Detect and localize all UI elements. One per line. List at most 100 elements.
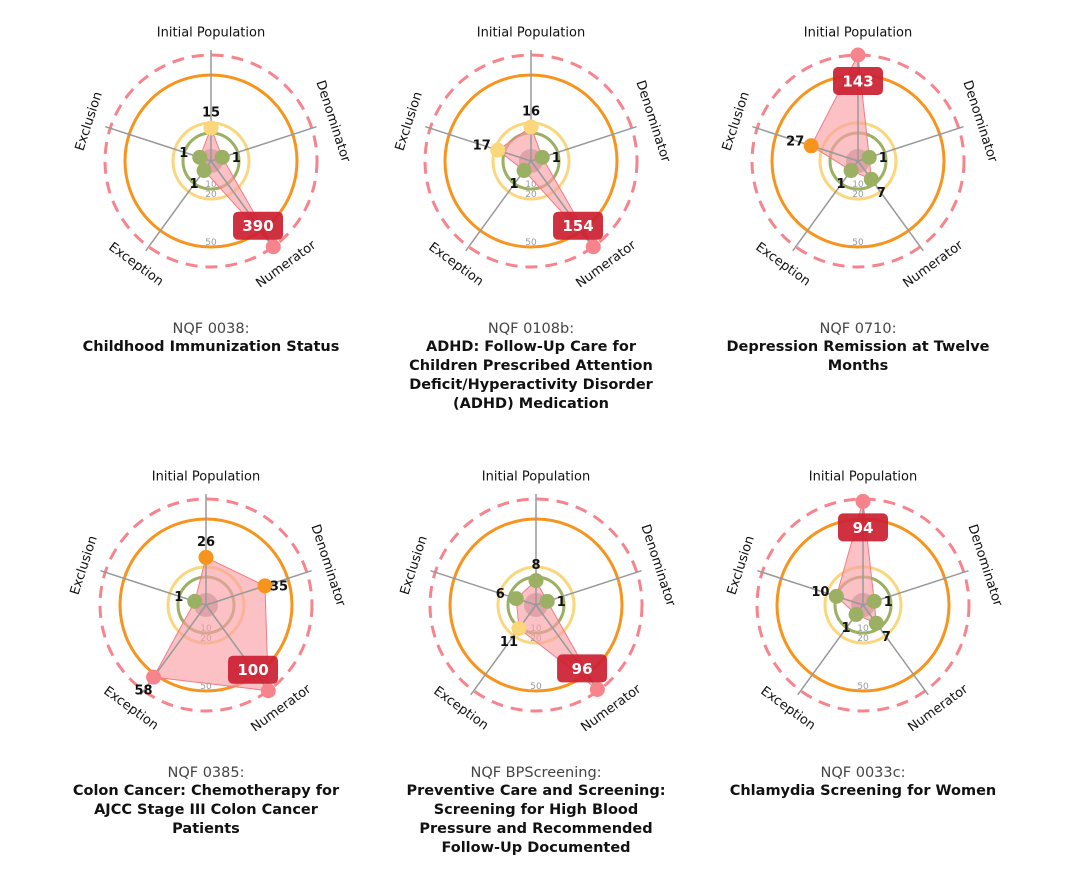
axis-line [425,125,532,162]
value-label: 8 [531,558,540,573]
value-label: 1 [879,151,888,166]
data-point[interactable] [260,683,276,699]
value-label: 1 [837,177,846,192]
axis-label: Initial Population [482,470,590,485]
ring-tick-label: 10 [852,180,864,190]
data-point[interactable] [863,171,879,187]
outer-dashed-ring [98,497,314,713]
data-point[interactable] [490,142,506,158]
measure-title: Colon Cancer: Chemotherapy for AJCC Stag… [72,783,340,837]
axis-label: Initial Population [152,470,260,485]
value-label: 27 [786,134,804,149]
ring-tick-label: 50 [205,238,217,248]
axis-label: Exclusion [720,90,753,153]
axis-label: Denominator [307,523,348,609]
data-point[interactable] [511,620,527,636]
axis-label: Exception [105,240,166,290]
measure-id: NQF BPScreening: [470,765,602,781]
value-label: 10 [811,585,829,600]
value-label: 7 [882,630,891,645]
data-point[interactable] [146,669,162,685]
data-point[interactable] [589,681,605,697]
value-label: 1 [510,177,519,192]
value-badge: 96 [557,654,608,683]
measure-id: NQF 0710: [819,321,897,337]
data-point[interactable] [528,573,544,589]
data-point[interactable] [534,149,550,165]
measure-id: NQF 0038: [172,321,250,337]
svg-text:154: 154 [562,217,593,235]
data-point[interactable] [516,163,532,179]
axis-label: Denominator [312,79,353,165]
data-point[interactable] [214,149,230,165]
measure-title: Chlamydia Screening for Women [729,783,997,799]
value-label: 11 [500,635,518,650]
data-point[interactable] [585,239,601,255]
value-label: 1 [552,151,561,166]
svg-text:143: 143 [842,73,873,91]
measure-title: Depression Remission at Twelve Months [726,339,990,374]
axis-label: Initial Population [809,470,917,485]
value-label: 1 [842,621,851,636]
data-point[interactable] [198,549,214,565]
data-point[interactable] [848,607,864,623]
ring-tick-label: 10 [205,180,217,190]
data-point[interactable] [196,163,212,179]
ring-tick-label: 20 [857,634,869,644]
data-point[interactable] [868,615,884,631]
value-label: 1 [232,151,241,166]
axis-label: Exclusion [73,90,106,153]
value-badge: 100 [228,655,279,684]
measure-id: NQF 0108b: [487,321,575,337]
outer-dashed-ring [428,497,644,713]
data-point[interactable] [192,149,208,165]
data-point[interactable] [861,149,877,165]
value-label: 7 [877,186,886,201]
data-point[interactable] [855,493,871,509]
outer-dashed-ring [103,53,319,269]
data-point[interactable] [803,138,819,154]
measure-title: Childhood Immunization Status [82,339,340,355]
data-point[interactable] [828,588,844,604]
axis-label: Exclusion [725,534,758,597]
axis-label: Exclusion [398,534,431,597]
data-point[interactable] [539,593,555,609]
chart-caption: NQF 0710: Depression Remission at Twelve… [693,320,1023,376]
value-badge: 143 [833,67,883,95]
data-point[interactable] [265,239,281,255]
axis-label: Numerator [900,237,966,291]
measure-id: NQF 0385: [167,765,245,781]
chart-caption: NQF 0038: Childhood Immunization Status [46,320,376,357]
data-point[interactable] [866,593,882,609]
data-point[interactable] [187,593,203,609]
data-point[interactable] [257,578,273,594]
axis-label: Numerator [905,681,971,735]
data-point[interactable] [508,591,524,607]
axis-label: Initial Population [157,26,265,41]
svg-text:94: 94 [853,519,874,537]
axis-label: Numerator [573,237,639,291]
value-label: 1 [190,177,199,192]
axis-label: Exception [752,240,813,290]
data-point[interactable] [523,119,539,135]
value-label: 17 [473,139,491,154]
value-label: 1 [557,595,566,610]
axis-label: Initial Population [804,26,912,41]
ring-tick-label: 20 [205,190,217,200]
data-point[interactable] [850,47,866,63]
axis-line [470,604,537,696]
axis-label: Initial Population [477,26,585,41]
value-label: 26 [197,535,215,550]
axis-label: Denominator [637,523,678,609]
data-point[interactable] [203,120,219,136]
value-label: 1 [179,146,188,161]
data-point[interactable] [843,163,859,179]
axis-label: Numerator [578,681,644,735]
value-label: 35 [270,579,288,594]
measure-id: NQF 0033c: [820,765,906,781]
axis-label: Denominator [959,79,1000,165]
value-label: 15 [202,106,220,121]
